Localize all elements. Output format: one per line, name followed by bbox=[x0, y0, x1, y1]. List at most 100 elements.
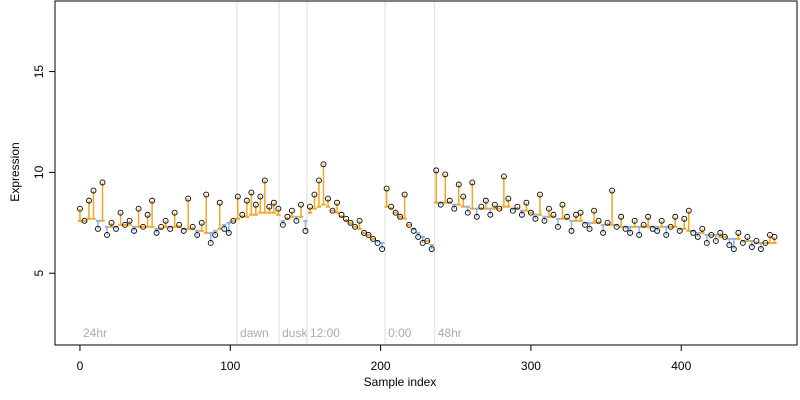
data-point bbox=[442, 171, 449, 178]
data-point bbox=[478, 203, 485, 210]
data-point bbox=[302, 227, 309, 234]
data-point bbox=[667, 223, 674, 230]
data-point bbox=[690, 229, 697, 236]
data-point bbox=[609, 187, 616, 194]
data-point bbox=[90, 187, 97, 194]
data-point bbox=[189, 223, 196, 230]
data-point bbox=[221, 225, 228, 232]
data-point bbox=[487, 211, 494, 218]
data-point bbox=[424, 238, 431, 244]
data-point bbox=[379, 246, 386, 252]
data-point bbox=[406, 221, 413, 228]
data-point bbox=[149, 197, 156, 204]
data-point bbox=[167, 225, 174, 232]
data-point bbox=[514, 203, 521, 210]
data-point bbox=[437, 201, 444, 208]
data-point bbox=[473, 213, 480, 220]
data-point bbox=[663, 231, 670, 238]
data-point bbox=[171, 209, 178, 216]
data-point bbox=[329, 207, 336, 214]
data-point bbox=[694, 233, 701, 240]
data-point bbox=[153, 229, 160, 236]
data-point bbox=[316, 177, 322, 184]
data-point bbox=[582, 221, 588, 228]
data-point bbox=[613, 223, 620, 230]
x-tick-label: 0 bbox=[77, 359, 84, 373]
data-point bbox=[762, 240, 769, 246]
data-point bbox=[194, 231, 201, 238]
plot-frame bbox=[54, 0, 798, 346]
data-point bbox=[185, 195, 192, 202]
data-point bbox=[717, 229, 724, 236]
x-axis-label: Sample index bbox=[364, 375, 437, 389]
annotation: 0:00 bbox=[388, 326, 412, 340]
data-point bbox=[266, 203, 273, 210]
data-point bbox=[654, 227, 661, 234]
data-point bbox=[99, 179, 106, 186]
y-tick-label: 5 bbox=[32, 270, 46, 277]
data-point bbox=[555, 223, 561, 230]
data-point bbox=[568, 227, 575, 234]
data-point bbox=[334, 199, 340, 206]
data-point bbox=[559, 201, 566, 208]
data-point bbox=[311, 191, 318, 198]
data-point bbox=[131, 227, 138, 234]
data-point bbox=[415, 233, 422, 240]
data-point bbox=[288, 207, 295, 214]
data-point bbox=[122, 221, 129, 228]
data-point bbox=[536, 191, 543, 198]
data-point bbox=[600, 229, 607, 236]
data-point bbox=[685, 207, 692, 214]
data-point bbox=[81, 217, 88, 224]
data-point bbox=[230, 217, 237, 224]
data-point bbox=[518, 211, 525, 218]
y-tick-label: 10 bbox=[32, 165, 46, 179]
data-point bbox=[739, 240, 746, 246]
data-point bbox=[500, 173, 507, 180]
data-point bbox=[320, 161, 327, 168]
data-point bbox=[618, 213, 625, 220]
data-point bbox=[212, 231, 219, 238]
data-point bbox=[397, 213, 404, 220]
data-point bbox=[410, 227, 417, 234]
data-point bbox=[297, 201, 304, 208]
data-point bbox=[730, 246, 737, 252]
data-point bbox=[180, 227, 187, 234]
data-point bbox=[509, 207, 516, 214]
data-point bbox=[225, 229, 232, 236]
data-point bbox=[532, 215, 539, 222]
data-point bbox=[352, 223, 358, 230]
data-point bbox=[356, 217, 363, 224]
data-point bbox=[757, 246, 764, 252]
data-point bbox=[464, 209, 471, 216]
data-point bbox=[446, 197, 453, 204]
data-point bbox=[86, 197, 92, 204]
data-point bbox=[627, 229, 634, 236]
data-point bbox=[496, 205, 503, 212]
annotation: dawn bbox=[240, 326, 269, 340]
annotation: 48hr bbox=[438, 326, 462, 340]
data-point bbox=[257, 193, 264, 200]
x-tick-label: 200 bbox=[371, 359, 391, 373]
data-point bbox=[144, 211, 151, 218]
data-point bbox=[207, 240, 214, 246]
data-point bbox=[636, 231, 643, 238]
data-point bbox=[591, 207, 598, 214]
data-point bbox=[482, 197, 489, 204]
data-point bbox=[338, 211, 345, 218]
data-point bbox=[451, 205, 458, 212]
annotation: 24hr bbox=[83, 326, 107, 340]
data-point bbox=[433, 167, 440, 174]
data-point bbox=[721, 233, 728, 240]
data-point bbox=[117, 209, 124, 216]
data-point bbox=[460, 193, 467, 200]
data-point bbox=[726, 242, 733, 248]
data-point bbox=[365, 231, 372, 238]
data-point bbox=[95, 225, 101, 232]
data-point bbox=[712, 238, 719, 244]
data-point bbox=[279, 221, 286, 228]
data-point bbox=[577, 209, 584, 216]
data-point bbox=[293, 217, 300, 224]
data-point bbox=[343, 215, 349, 222]
